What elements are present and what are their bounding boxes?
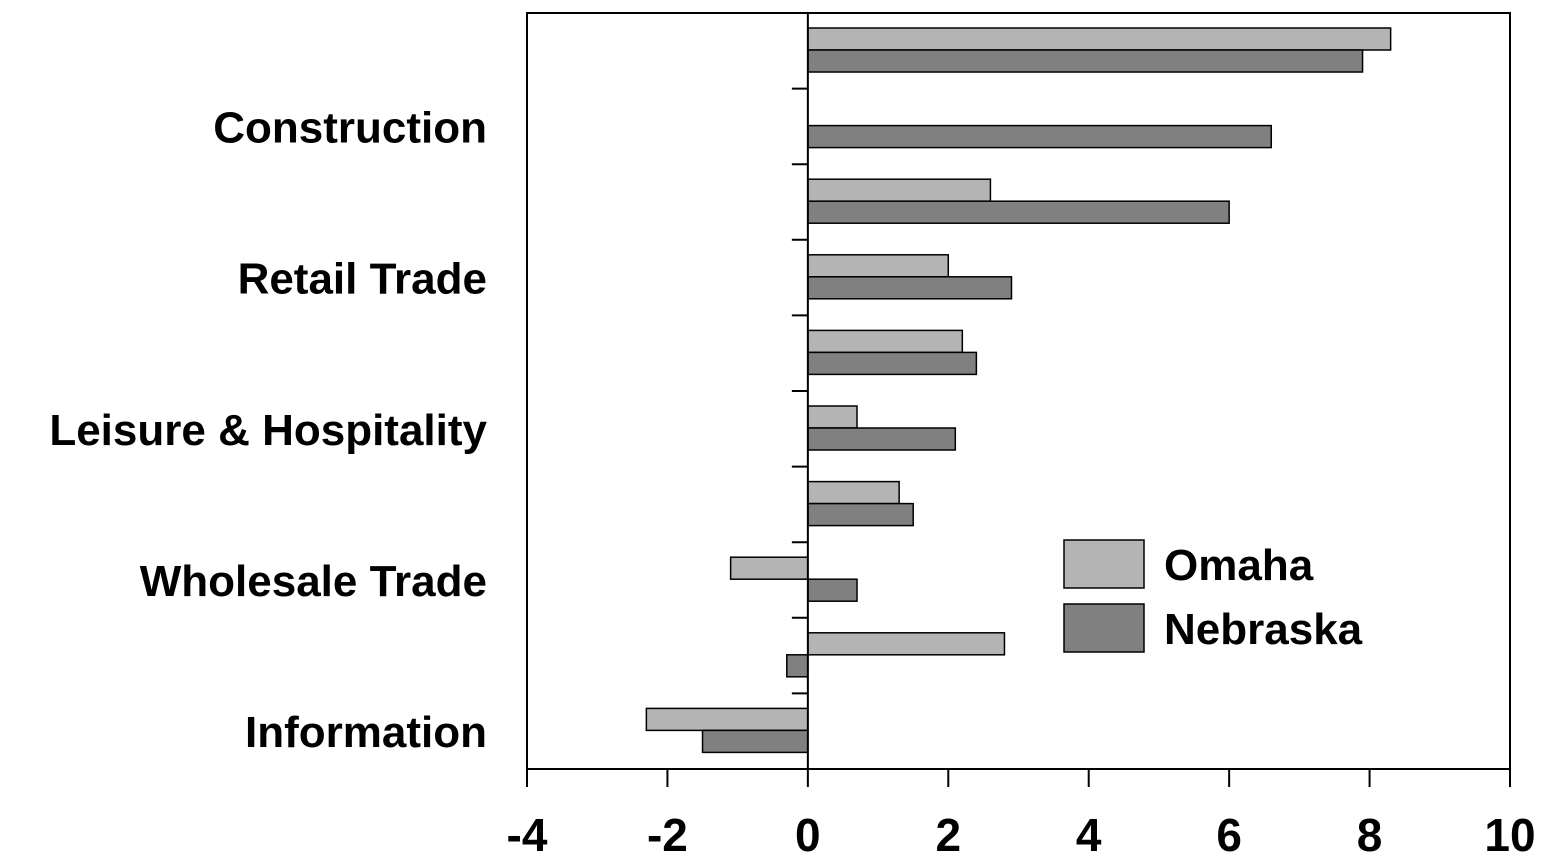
category-label: Retail Trade bbox=[238, 255, 487, 304]
category-label: Construction bbox=[213, 103, 487, 152]
x-tick-label: 2 bbox=[935, 809, 961, 861]
legend-label-omaha: Omaha bbox=[1164, 541, 1314, 590]
category-ticks bbox=[791, 87, 808, 695]
bar-nebraska-9 bbox=[701, 729, 809, 754]
bar-nebraska-4 bbox=[807, 351, 978, 376]
legend-label-nebraska: Nebraska bbox=[1164, 605, 1363, 654]
bar-omaha-5 bbox=[807, 405, 858, 429]
x-tick-label: 10 bbox=[1484, 809, 1535, 861]
x-tick-label: 0 bbox=[795, 809, 821, 861]
legend-swatch-omaha bbox=[1063, 539, 1145, 589]
legend: Omaha Nebraska bbox=[1063, 539, 1363, 654]
bar-nebraska-5 bbox=[807, 427, 957, 451]
bar-omaha-2 bbox=[807, 178, 992, 202]
bar-omaha-7 bbox=[729, 556, 809, 580]
bars-group bbox=[645, 27, 1392, 754]
bar-omaha-9 bbox=[645, 707, 809, 732]
bar-nebraska-1 bbox=[807, 124, 1273, 149]
category-label: Wholesale Trade bbox=[140, 557, 487, 606]
x-tick-label: 4 bbox=[1076, 809, 1102, 861]
bar-omaha-4 bbox=[807, 329, 964, 354]
bar-nebraska-0 bbox=[807, 49, 1364, 73]
x-tick-label: -2 bbox=[647, 809, 688, 861]
x-tick-label: -4 bbox=[507, 809, 548, 861]
legend-swatch-nebraska bbox=[1063, 603, 1145, 653]
category-label: Information bbox=[245, 708, 487, 757]
x-tick-label: 6 bbox=[1216, 809, 1242, 861]
x-tick-label: 8 bbox=[1357, 809, 1383, 861]
bar-nebraska-3 bbox=[807, 276, 1013, 300]
bar-omaha-3 bbox=[807, 254, 950, 278]
category-label: Leisure & Hospitality bbox=[49, 406, 487, 455]
bar-omaha-8 bbox=[807, 632, 1006, 656]
bar-omaha-6 bbox=[807, 480, 900, 505]
category-labels: Construction Retail Trade Leisure & Hospit… bbox=[49, 103, 487, 757]
bar-nebraska-2 bbox=[807, 200, 1230, 224]
bar-nebraska-8 bbox=[786, 654, 809, 678]
bar-omaha-0 bbox=[807, 27, 1392, 51]
x-axis-ticks: -4 -2 0 2 4 6 8 10 bbox=[507, 769, 1536, 861]
bar-nebraska-7 bbox=[807, 578, 858, 602]
bar-nebraska-6 bbox=[807, 502, 914, 527]
